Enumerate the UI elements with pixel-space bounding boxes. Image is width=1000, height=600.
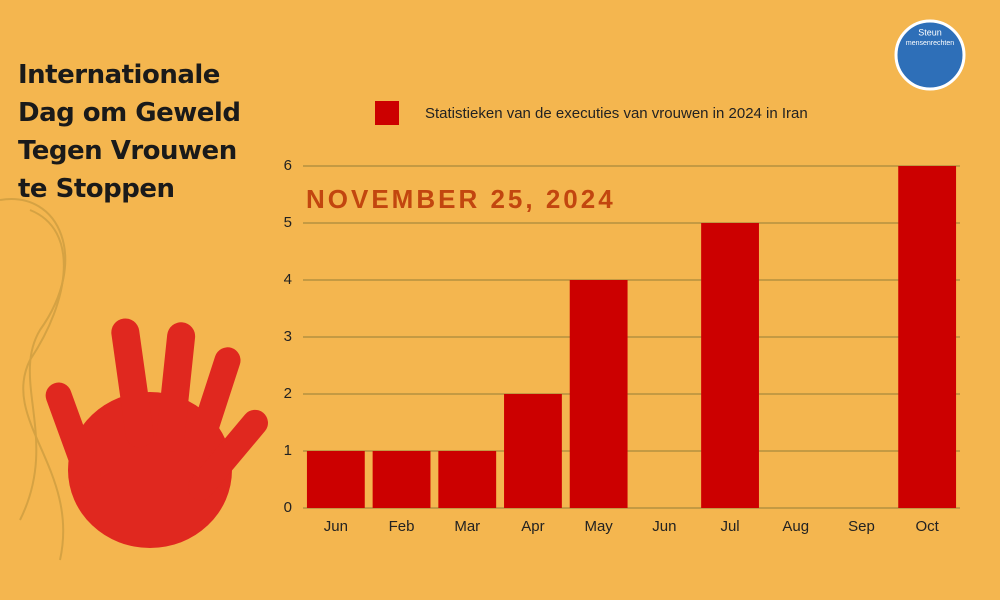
- logo-text: Steun: [918, 27, 942, 37]
- y-tick-label: 0: [284, 499, 292, 516]
- x-tick-label: Jun: [652, 518, 676, 535]
- bar: [306, 451, 365, 508]
- x-tick-label: Jul: [720, 518, 739, 535]
- y-tick-label: 2: [284, 385, 292, 402]
- x-tick-label: Jun: [324, 518, 348, 535]
- x-tick-label: Aug: [782, 518, 809, 535]
- decoration: [0, 198, 67, 561]
- bar: [438, 451, 497, 508]
- x-tick-label: May: [584, 518, 613, 535]
- y-tick-label: 5: [284, 214, 292, 231]
- bar: [701, 223, 759, 508]
- x-tick-label: Sep: [848, 518, 875, 535]
- bar: [569, 280, 628, 508]
- bar: [372, 451, 431, 508]
- bar: [898, 166, 957, 508]
- title: Internationale Dag om Geweld Tegen Vrouwen…: [18, 56, 241, 208]
- legend-label: Statistieken van de executies van vrouwe…: [425, 105, 808, 122]
- y-tick-label: 1: [284, 442, 292, 459]
- logo: Steun mensenrechten: [894, 19, 966, 91]
- annotation: NOVEMBER 25, 2024: [306, 184, 616, 214]
- x-tick-label: Oct: [915, 518, 939, 535]
- title-line: Tegen Vrouwen: [18, 136, 237, 166]
- title-line: Internationale: [18, 60, 220, 90]
- x-tick-label: Apr: [521, 518, 544, 535]
- bar: [504, 394, 562, 508]
- y-tick-label: 3: [284, 328, 292, 345]
- x-tick-label: Feb: [389, 518, 415, 535]
- title-line: Dag om Geweld: [18, 98, 241, 128]
- hand: [45, 318, 268, 548]
- y-tick-label: 6: [284, 157, 292, 174]
- title-line: te Stoppen: [18, 174, 175, 204]
- legend-swatch: [375, 101, 399, 125]
- x-tick-label: Mar: [454, 518, 480, 535]
- logo-text: mensenrechten: [906, 40, 954, 47]
- y-tick-label: 4: [284, 271, 292, 288]
